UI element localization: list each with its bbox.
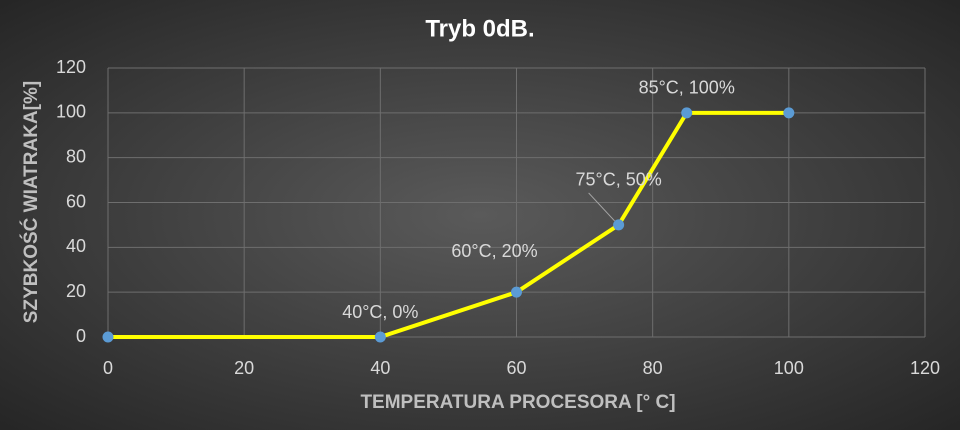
data-label: 85°C, 100%	[639, 78, 735, 98]
data-label: 40°C, 0%	[342, 302, 418, 322]
x-tick-label: 100	[774, 358, 804, 378]
data-label: 75°C, 50%	[576, 170, 662, 190]
x-tick-label: 40	[370, 358, 390, 378]
x-axis-title: TEMPERATURA PROCESORA [° C]	[360, 392, 675, 413]
chart-title: Tryb 0dB.	[425, 15, 534, 42]
data-point	[613, 219, 625, 231]
y-tick-label: 80	[66, 146, 86, 166]
x-tick-label: 60	[506, 358, 526, 378]
data-point	[374, 331, 386, 343]
y-tick-label: 0	[76, 326, 86, 346]
y-tick-label: 20	[66, 281, 86, 301]
y-tick-label: 60	[66, 191, 86, 211]
y-tick-label: 40	[66, 236, 86, 256]
data-label: 60°C, 20%	[451, 241, 537, 261]
leader-line	[588, 192, 615, 222]
x-tick-label: 20	[234, 358, 254, 378]
data-point	[511, 286, 522, 298]
data-point	[783, 107, 795, 119]
x-tick-label: 120	[910, 358, 940, 378]
y-tick-label: 120	[56, 57, 86, 77]
x-tick-label: 80	[643, 358, 663, 378]
data-point	[681, 107, 693, 119]
series-line	[108, 110, 789, 339]
y-tick-label: 100	[56, 102, 86, 122]
data-point	[102, 331, 114, 343]
x-tick-label: 0	[103, 358, 113, 378]
y-axis-title: SZYBKOŚĆ WIATRAKA[%]	[20, 81, 42, 323]
